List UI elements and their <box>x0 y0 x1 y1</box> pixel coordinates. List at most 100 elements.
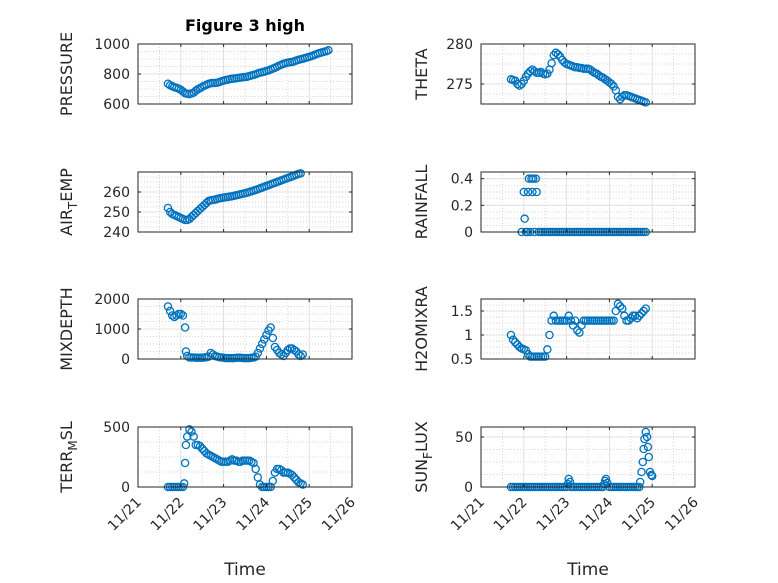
data-point <box>573 325 582 335</box>
data-point <box>165 306 175 316</box>
x-tick-label: 11/21 <box>105 495 145 535</box>
data-point <box>641 427 651 437</box>
data-point <box>515 342 524 352</box>
data-point <box>642 432 652 442</box>
data-point <box>520 214 529 223</box>
data-point <box>508 335 518 345</box>
data-point <box>268 333 278 343</box>
y-tick-label: 240 <box>103 225 130 241</box>
y-tick-label: 0.5 <box>451 352 473 368</box>
data-point <box>549 311 559 321</box>
y-tick-label: 50 <box>455 430 473 446</box>
y-tick-label: 600 <box>103 97 130 113</box>
x-tick-label: 11/24 <box>233 494 273 534</box>
data-point <box>266 323 275 332</box>
y-tick-label: 1 <box>464 328 473 344</box>
data-point <box>564 311 573 321</box>
data-point <box>187 427 196 437</box>
data-point <box>528 187 537 197</box>
x-tick-label: 11/22 <box>491 495 531 535</box>
panel-rainfall: 0 0.2 0.4 RAINFALL <box>412 165 696 241</box>
x-tick-label: 11/25 <box>276 495 316 535</box>
data-point <box>515 81 524 90</box>
data-point <box>172 311 181 320</box>
data-point <box>180 458 190 468</box>
data-point <box>324 46 333 55</box>
data-point <box>289 345 299 355</box>
y-tick-label: 1.5 <box>451 304 473 320</box>
data-point <box>298 480 308 489</box>
data-point <box>641 304 651 313</box>
panel-mixdepth: 0 1000 2000 MIXDEPTH <box>57 287 353 371</box>
data-point <box>185 425 194 434</box>
data-point <box>163 302 173 311</box>
data-point <box>197 444 207 453</box>
data-point <box>510 337 520 347</box>
data-point <box>530 66 539 76</box>
x-tick-label: 11/23 <box>191 495 231 535</box>
data-point <box>519 76 529 86</box>
data-point <box>253 348 263 358</box>
data-point <box>260 335 269 344</box>
panel-air_temp: 240 250 260 AIRTEMP <box>57 168 353 241</box>
data-point <box>635 311 644 321</box>
data-point <box>251 464 260 474</box>
data-point <box>195 441 205 451</box>
data-point <box>181 440 191 450</box>
data-point <box>294 350 303 359</box>
data-point <box>644 452 654 462</box>
data-point <box>626 313 636 323</box>
y-tick-label: 0 <box>464 480 473 496</box>
data-point <box>577 321 586 330</box>
data-point <box>635 477 645 487</box>
axes-box <box>137 171 353 233</box>
data-point <box>163 79 173 89</box>
data-point <box>547 58 556 68</box>
y-tick-label: 1000 <box>94 37 130 53</box>
y-tick-label: 280 <box>446 37 473 53</box>
data-point <box>638 457 648 467</box>
figure-title: Figure 3 high <box>185 16 305 35</box>
data-point <box>506 330 516 340</box>
data-point <box>643 442 653 452</box>
data-point <box>543 345 552 354</box>
data-point <box>176 309 186 319</box>
y-tick-label: 800 <box>103 67 130 83</box>
y-tick-label: 0.2 <box>451 198 473 214</box>
data-point <box>523 187 533 197</box>
x-tick-label: 11/25 <box>619 495 659 535</box>
y-axis-label: THETA <box>412 48 431 100</box>
data-point <box>255 344 265 353</box>
data-point <box>632 313 642 323</box>
data-point <box>553 50 563 59</box>
y-axis-label: SUNFLUX <box>412 421 435 493</box>
data-point <box>639 444 648 454</box>
y-axis-label: PRESSURE <box>57 32 76 116</box>
data-point <box>543 69 552 78</box>
data-point <box>163 203 173 213</box>
x-axis-label-right: Time <box>566 560 609 580</box>
data-point <box>545 330 554 340</box>
y-tick-label: 1000 <box>94 322 130 338</box>
data-point <box>637 309 646 318</box>
data-point <box>615 301 625 311</box>
x-tick-label: 11/21 <box>448 495 488 535</box>
data-point <box>528 174 538 183</box>
axes-box <box>480 43 696 105</box>
data-point <box>191 86 201 96</box>
data-point <box>609 82 618 91</box>
data-point <box>617 92 627 102</box>
data-point <box>296 169 305 178</box>
data-point <box>647 470 656 480</box>
y-tick-label: 0.4 <box>451 172 473 188</box>
y-axis-label: AIRTEMP <box>57 168 80 236</box>
axes-box <box>480 298 696 360</box>
data-point <box>570 316 580 325</box>
data-point <box>287 470 297 480</box>
y-axis-label: TERRMSL <box>57 421 80 494</box>
panel-terr_msl: 0 500 11/21 11/22 11/23 11/24 11/25 11/26 TERRMS… <box>57 420 359 534</box>
axes-box <box>480 171 696 233</box>
data-point <box>637 467 646 477</box>
data-point <box>189 432 198 441</box>
